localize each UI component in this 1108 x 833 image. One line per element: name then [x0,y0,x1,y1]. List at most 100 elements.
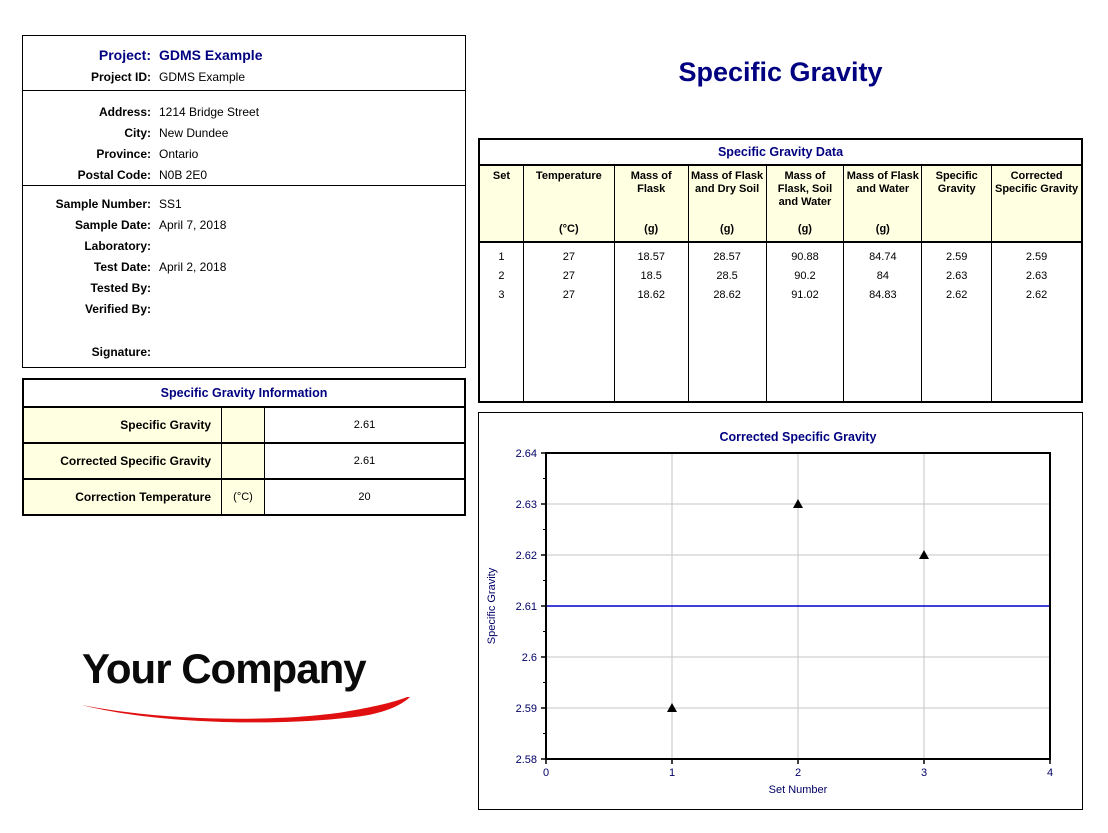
table-cell: 27 [562,270,575,282]
table-column: 2.59 2.63 2.62 [991,243,1081,401]
x-tick-label: 4 [1047,767,1053,779]
table-cell: 2.62 [945,289,968,301]
column-label: Mass of Flask [630,170,672,195]
table-cell: 2 [498,270,505,282]
column-header: Mass of Flask, Soil and Water (g) [765,166,844,241]
data-point-triangle [919,550,929,559]
info-table-row: Corrected Specific Gravity 2.61 [24,442,464,478]
column-header: Mass of Flask (g) [613,166,688,241]
info-row-value: 2.61 [265,408,464,442]
column-unit: (g) [797,223,812,235]
field-value: Ontario [159,147,199,161]
data-point-triangle [667,703,677,712]
field-label: Laboratory: [84,239,151,253]
field-value: N0B 2E0 [159,168,208,182]
field-row: Tested By: [23,278,465,299]
table-cell: 28.57 [713,251,741,263]
field-row: Test Date: April 2, 2018 [23,257,465,278]
y-tick-label: 2.61 [516,601,537,613]
table-column: 27 27 27 [522,243,614,401]
table-cell: 90.88 [791,251,819,263]
field-row: Sample Number: SS1 [23,194,465,215]
field-value [159,236,465,257]
x-tick-label: 2 [795,767,801,779]
field-row: Sample Date: April 7, 2018 [23,215,465,236]
field-row: Province: Ontario [23,144,465,165]
column-label: Specific Gravity [935,170,978,195]
page-title: Specific Gravity [678,57,883,87]
table-cell: 90.2 [794,270,816,282]
table-cell: 1 [498,251,505,263]
table-column: 28.57 28.5 28.62 [687,243,766,401]
company-logo: Your Company [82,645,442,730]
project-section-1: Project: GDMS Example Project ID: GDMS Exam… [23,36,465,90]
field-row: City: New Dundee [23,123,465,144]
column-header: Mass of Flask and Dry Soil (g) [687,166,766,241]
column-header: Set [480,166,523,241]
field-row: Verified By: [23,299,465,320]
table-cell: 18.5 [640,270,662,282]
table-cell: 18.62 [637,289,665,301]
field-row: Project: GDMS Example [23,43,465,67]
column-header: Corrected Specific Gravity [991,166,1081,241]
field-label: Sample Date: [74,218,151,232]
info-row-value: 20 [265,480,464,514]
specific-gravity-information-table: Specific Gravity Information Specific Gr… [22,378,466,516]
field-value: GDMS Example [159,70,246,84]
table-cell: 2.63 [945,270,968,282]
table-cell: 91.02 [791,289,819,301]
field-label: Address: [98,105,151,119]
table-cell: 18.57 [637,251,665,263]
field-value: 1214 Bridge Street [159,105,260,119]
table-cell: 3 [498,289,505,301]
table-cell: 84.83 [869,289,897,301]
field-label: Project ID: [90,70,151,84]
column-label: Corrected Specific Gravity [994,170,1079,195]
chart-svg: 2.58 2.59 2.6 2.61 2.62 2.63 2.64 0 1 2 3 4 Correcte… [486,430,1053,796]
data-point-triangle [793,499,803,508]
y-axis-label: Specific Gravity [486,567,498,644]
table-column: 90.88 90.2 91.02 [765,243,844,401]
table-column: 84.74 84 84.83 [843,243,921,401]
data-table-title: Specific Gravity Data [480,140,1081,166]
info-table-row: Correction Temperature (°C) 20 [24,478,464,514]
company-logo-text: Your Company [82,645,367,692]
info-row-value: 2.61 [265,444,464,478]
column-header: Temperature (°C) [522,166,614,241]
field-row: Signature: [23,342,465,363]
table-column: 1 2 3 [480,243,523,401]
field-value: SS1 [159,197,182,211]
y-tick-label: 2.6 [522,652,537,664]
x-tick-label: 0 [543,767,549,779]
column-unit: (g) [875,223,890,235]
table-cell: 2.59 [1025,251,1048,263]
field-row: Address: 1214 Bridge Street [23,102,465,123]
field-row: Postal Code: N0B 2E0 [23,165,465,186]
logo-swoosh-icon [82,697,410,723]
table-cell: 84.74 [869,251,897,263]
info-row-label: Specific Gravity [24,408,222,442]
field-value: April 7, 2018 [159,218,227,232]
field-value [159,299,465,320]
project-section-3: Sample Number: SS1 Sample Date: April 7, 20… [23,185,465,367]
field-label: Signature: [91,345,151,359]
info-table-row: Specific Gravity 2.61 [24,406,464,442]
table-column: 2.59 2.63 2.62 [921,243,991,401]
column-label: Temperature [535,170,602,182]
table-cell: 28.62 [713,289,741,301]
x-axis-label: Set Number [769,784,828,796]
field-label: Postal Code: [77,168,151,182]
y-tick-label: 2.59 [516,703,537,715]
column-header: Mass of Flask and Water (g) [843,166,922,241]
y-tick-label: 2.62 [516,550,537,562]
field-label: Tested By: [90,281,151,295]
field-value [159,278,465,299]
column-label: Mass of Flask, Soil and Water [777,170,833,208]
table-cell: 2.63 [1025,270,1048,282]
project-section-2: Address: 1214 Bridge Street City: New Dunde… [23,90,465,185]
field-label: City: [124,126,151,140]
chart-title: Corrected Specific Gravity [719,430,876,444]
y-tick-label: 2.58 [516,754,537,766]
field-label: Project: [98,47,151,63]
